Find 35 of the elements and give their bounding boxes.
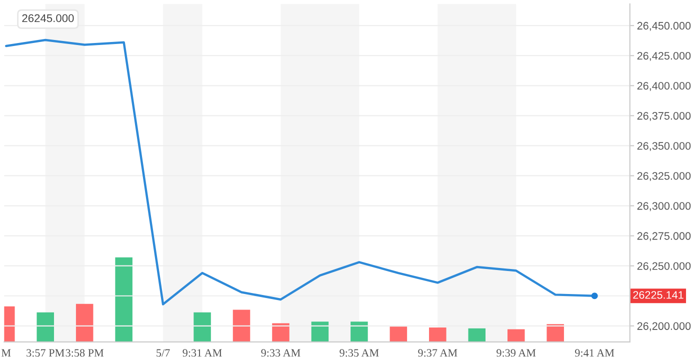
y-tick-label: 26,425.000 <box>637 52 691 61</box>
y-tick-label: 26,450.000 <box>637 22 691 31</box>
x-tick-label: 9:33 AM <box>261 349 300 357</box>
y-tick-label: 26,275.000 <box>637 232 691 242</box>
x-tick-label: 9:31 AM <box>182 349 222 357</box>
bar <box>194 312 211 342</box>
bar <box>429 328 446 342</box>
x-tick-label: 9:35 AM <box>340 349 379 357</box>
x-tick-label: 3:57 PM <box>26 349 64 357</box>
y-tick-label: 26,325.000 <box>637 172 691 182</box>
y-tick-label: 26,300.000 <box>637 202 691 212</box>
y-tick-label: 26,350.000 <box>637 142 691 152</box>
x-tick-label: 5/7 <box>156 349 170 357</box>
y-tick-label: 26,375.000 <box>637 112 691 121</box>
bar <box>36 312 54 342</box>
bar <box>272 323 290 342</box>
y-tick-label: 26,200.000 <box>637 322 691 332</box>
bar <box>507 329 525 342</box>
text: 26225.141 <box>633 291 684 299</box>
annotation: 26245.000 <box>22 14 74 22</box>
bar <box>232 310 250 342</box>
bar <box>546 324 564 342</box>
x-tick-label: 9:37 AM <box>418 349 458 357</box>
bar <box>390 326 408 342</box>
x-tick-label: 9:39 AM <box>496 349 536 357</box>
y-tick-label: 26,250.000 <box>637 262 691 272</box>
bar <box>468 328 486 342</box>
bar <box>350 322 368 342</box>
bar <box>115 257 132 342</box>
bar <box>311 322 329 342</box>
x-tick-label: M <box>2 349 11 357</box>
bar <box>76 304 94 342</box>
y-tick-label: 26,400.000 <box>637 82 691 91</box>
x-tick-label: 3:58 PM <box>66 349 104 357</box>
x-tick-label: 9:41 AM <box>575 349 614 357</box>
